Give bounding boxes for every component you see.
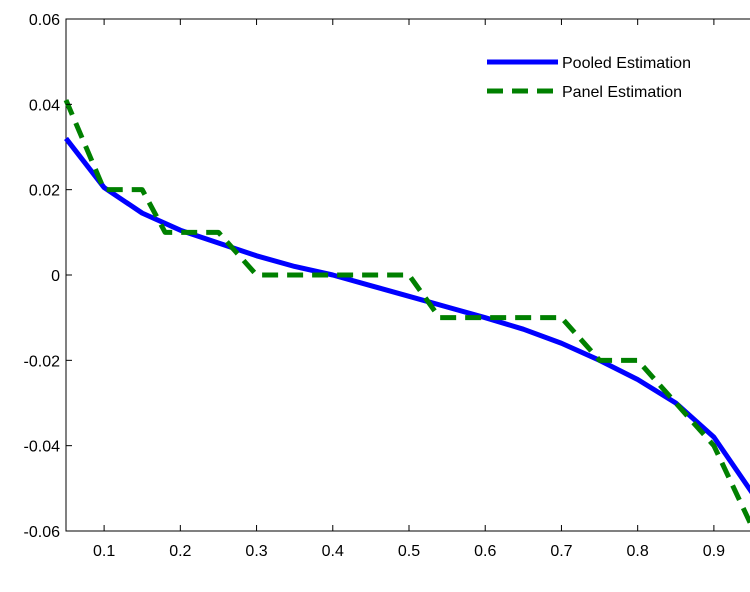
legend-label-1: Pooled Estimation [562,55,691,72]
y-tick-label: -0.04 [24,439,61,456]
legend-label-2: Panel Estimation [562,84,682,101]
series-line-1 [64,136,750,495]
y-tick-label: -0.06 [24,524,61,541]
x-tick-label: 0.2 [169,543,191,560]
plot-area-border [65,18,750,532]
y-axis: 0.06 0.04 0.02 0 -0.02 -0.04 -0.06 [24,12,72,541]
x-tick-label: 0.7 [550,543,572,560]
y-tick-label: 0 [51,268,60,285]
x-tick-label: 0.3 [245,543,267,560]
x-tick-label: 0.6 [474,543,496,560]
y-tick-label: -0.02 [24,353,61,370]
y-tick-label: 0.02 [29,183,60,200]
series-line-2 [63,99,750,528]
x-tick-label: 0.4 [322,543,344,560]
x-tick-label: 0.1 [93,543,115,560]
plot-frame [65,18,750,532]
x-tick-label: 0.8 [627,543,649,560]
y-tick-label: 0.04 [29,97,60,114]
series-group [63,99,750,528]
y-tick-label: 0.06 [29,12,60,29]
legend: Pooled Estimation Panel Estimation [487,55,691,101]
x-tick-label: 0.5 [398,543,420,560]
x-tick-label: 0.9 [703,543,725,560]
x-axis: 0.1 0.2 0.3 0.4 0.5 0.6 0.7 0.8 0.9 [93,19,725,560]
